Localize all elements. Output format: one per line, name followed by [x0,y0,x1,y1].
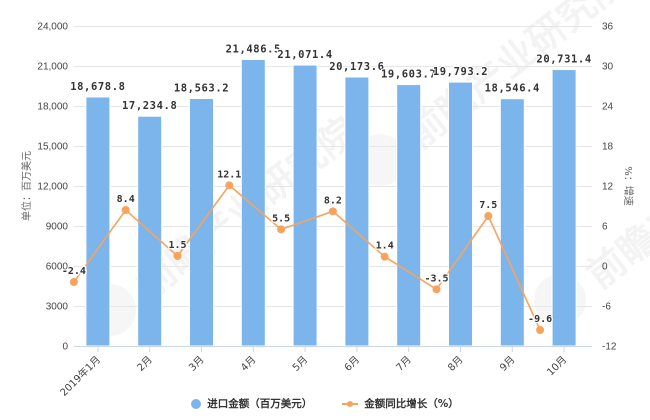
bar[interactable] [396,84,422,347]
line-point-marker[interactable] [536,326,545,334]
bar-value-label: 21,071.4 [277,49,332,61]
line-value-label: 1.5 [168,240,186,251]
x-tick-label: 7月 [394,354,414,374]
right-tick-label: -6 [602,302,611,313]
line-value-label: 8.2 [324,195,342,206]
line-value-label: 5.5 [272,213,290,224]
legend: 进口金额（百万美元） 金额同比增长（%） [0,396,650,411]
right-tick-label: 30 [602,62,614,73]
left-axis-ticks: 0 3000 6000 9000 12,000 15,000 18,000 21,000 24,… [37,22,68,353]
left-tick-label: 3000 [46,302,69,313]
left-tick-label: 21,000 [37,62,68,73]
right-tick-label: 24 [602,102,614,113]
bar-series-marker-icon [191,398,202,409]
left-tick-label: 0 [62,342,68,353]
line-point-marker[interactable] [69,278,78,286]
left-axis-title: 单位：百万美元 [20,151,33,221]
bar-value-label: 21,486.5 [226,44,281,56]
right-axis-title: %：增速 [622,166,635,206]
x-tick-label: 3月 [187,354,207,374]
bar-value-label: 19,603.7 [381,69,436,81]
legend-label: 进口金额（百万美元） [207,398,313,410]
line-value-label: -2.4 [62,266,86,277]
x-tick-label: 2月 [135,354,155,374]
line-point-marker[interactable] [484,212,493,220]
line-point-marker[interactable] [173,252,182,260]
x-tick-label: 2019年1月 [57,353,103,399]
line-point-marker[interactable] [121,206,130,214]
bar[interactable] [499,98,525,347]
right-tick-label: -12 [602,342,617,353]
line-value-label: -9.6 [528,314,552,325]
legend-item-yoy-growth[interactable]: 金额同比增长（%） [342,396,459,411]
bar[interactable] [551,69,577,347]
bar[interactable] [344,76,370,347]
line-value-label: 7.5 [479,200,497,211]
left-tick-label: 15,000 [37,142,68,153]
bar[interactable] [240,59,266,347]
bar-series [85,59,577,347]
x-tick-label: 10月 [545,354,570,379]
bar-data-labels: 18,678.8 17,234.8 18,563.2 21,486.521,071.4… [69,43,592,114]
x-tick-label: 4月 [238,354,258,374]
right-tick-label: 12 [602,182,614,193]
legend-item-import-amount[interactable]: 进口金额（百万美元） [191,396,312,411]
watermark-text: 前瞻产业研究院 [578,99,650,297]
left-tick-label: 12,000 [37,182,68,193]
left-tick-label: 9000 [46,222,69,233]
right-tick-label: 0 [602,262,608,273]
x-tick-label: 6月 [342,354,362,374]
line-point-marker[interactable] [432,285,441,294]
right-axis-ticks: -12 -6 0 6 12 18 24 30 36 [602,22,617,353]
line-value-label: 1.4 [376,241,394,252]
line-value-label: 8.4 [117,194,135,205]
line-point-marker[interactable] [277,225,286,234]
line-value-label: 12.1 [217,169,241,180]
legend-label: 金额同比增长（%） [364,398,459,410]
right-tick-label: 36 [602,22,614,33]
x-tick-label: 5月 [290,354,310,374]
bar-value-label: 18,563.2 [174,82,229,94]
line-point-marker[interactable] [380,252,389,261]
bar[interactable] [85,96,111,347]
line-series-marker-icon [342,400,359,407]
x-axis-ticks: 2019年1月 2月 3月 4月 5月 6月 7月 8月 9月 10月 [57,346,569,399]
line-value-label: -3.5 [424,273,448,284]
bar-value-label: 20,731.4 [536,54,591,66]
bar[interactable] [292,64,318,347]
bar-value-label: 19,793.2 [433,66,488,78]
x-tick-label: 9月 [497,354,517,374]
right-tick-label: 6 [602,222,608,233]
growth-line [73,184,541,331]
line-point-marker[interactable] [328,207,337,216]
bar-value-label: 17,234.8 [122,100,177,112]
line-data-labels: -2.4 8.4 1.5 12.1 5.5 8.2 1.4 -3.5 7.5 -9.6 [61,168,554,326]
left-tick-label: 24,000 [37,22,68,33]
line-series [69,181,545,334]
bar[interactable] [448,81,473,347]
right-tick-label: 18 [602,142,614,153]
line-point-marker[interactable] [225,181,234,190]
bar-value-label: 20,173.6 [329,61,384,73]
left-tick-label: 18,000 [37,102,68,113]
bar-value-label: 18,678.8 [70,81,125,93]
x-tick-label: 8月 [446,354,466,374]
left-tick-label: 6000 [46,262,69,273]
bar-value-label: 18,546.4 [485,83,540,95]
